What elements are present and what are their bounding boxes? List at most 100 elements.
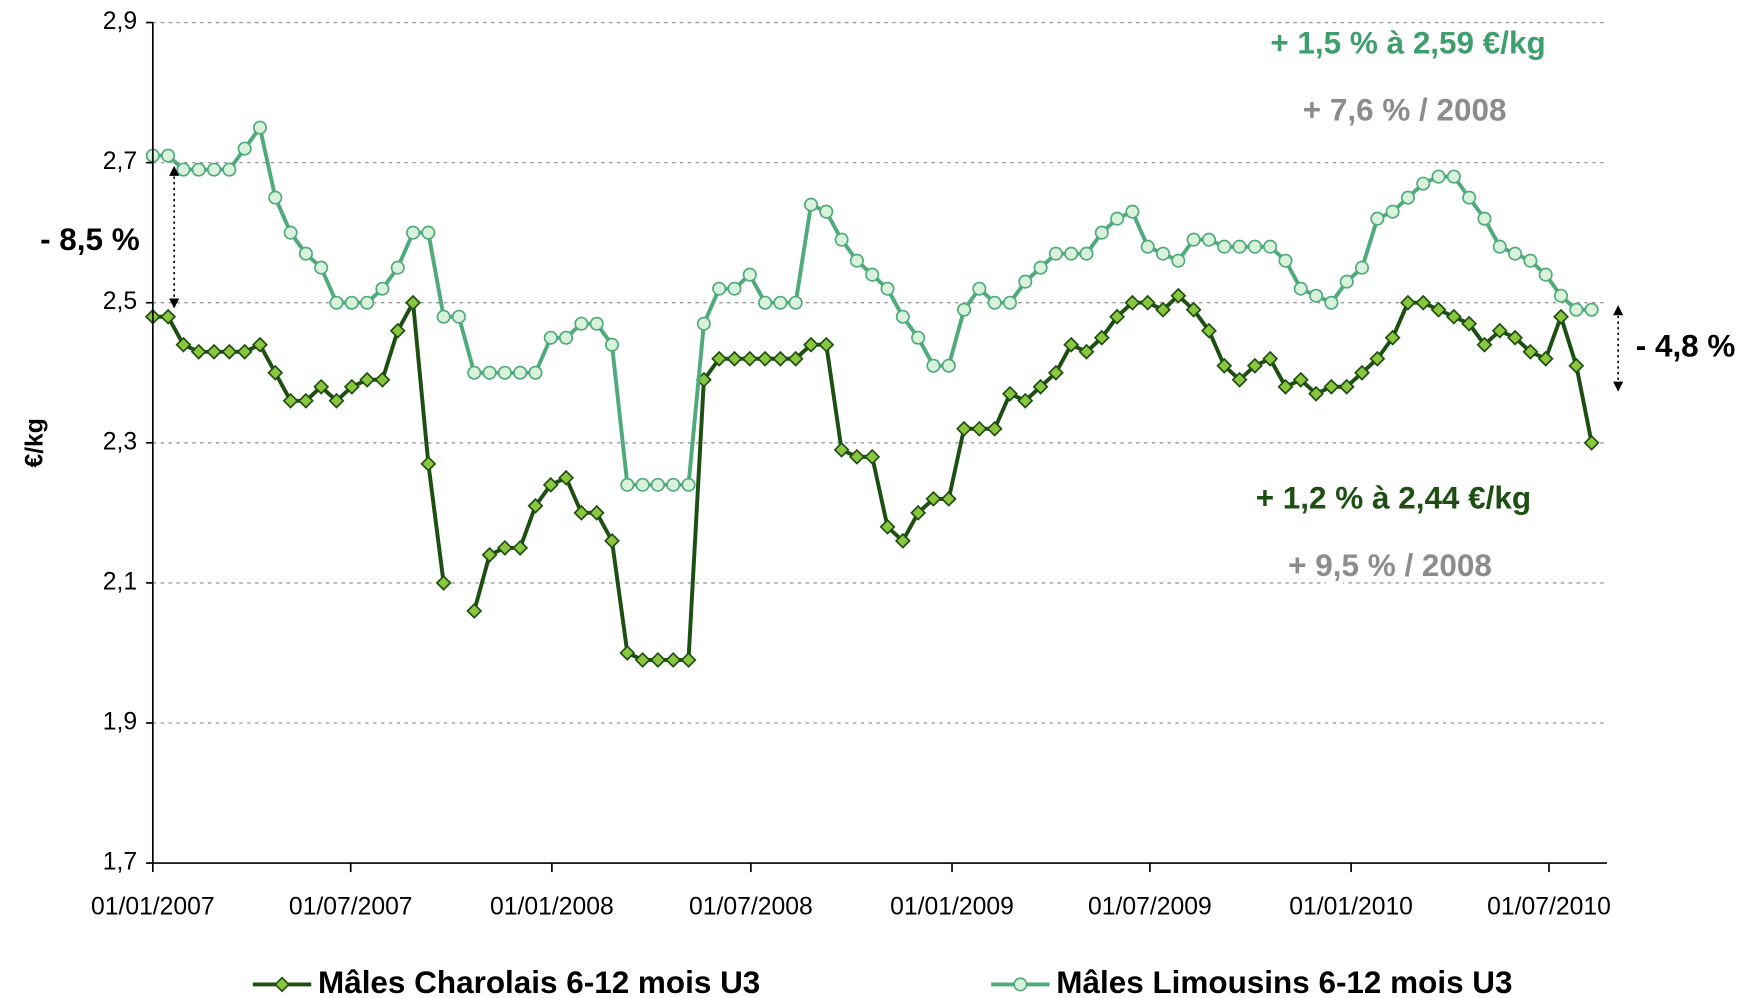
marker (360, 295, 375, 310)
marker (1110, 211, 1125, 226)
marker (1430, 301, 1447, 318)
y-axis-label: €/kg (21, 418, 48, 467)
marker (206, 343, 222, 360)
marker (604, 337, 620, 352)
marker (819, 204, 834, 219)
marker (359, 371, 376, 388)
marker (374, 371, 391, 388)
marker (1171, 253, 1186, 268)
plot-area (144, 120, 1600, 668)
marker (1017, 392, 1034, 409)
marker (742, 267, 757, 282)
x-tick-label: 01/07/2008 (689, 894, 813, 921)
marker (436, 309, 451, 324)
marker (1232, 239, 1247, 254)
marker (1354, 260, 1370, 275)
marker (236, 343, 253, 360)
marker (252, 336, 268, 353)
annotation: - 8,5 % (40, 222, 140, 257)
marker (711, 350, 728, 367)
marker (1569, 302, 1584, 317)
marker (681, 477, 696, 492)
annotation: + 1,5 % à 2,59 €/kg (1270, 25, 1545, 60)
marker (803, 336, 819, 353)
marker (803, 197, 819, 212)
marker (1247, 239, 1262, 254)
marker (1538, 267, 1553, 282)
marker (1324, 295, 1339, 310)
marker (741, 350, 758, 367)
marker (481, 546, 498, 563)
marker (160, 308, 177, 325)
marker (328, 392, 345, 409)
marker (894, 532, 911, 549)
marker (389, 322, 406, 339)
marker (1416, 176, 1431, 191)
marker (329, 295, 344, 310)
marker (1308, 385, 1325, 402)
marker (497, 365, 512, 380)
marker (1523, 253, 1538, 268)
marker (1262, 350, 1279, 367)
marker (712, 281, 727, 296)
marker (910, 504, 927, 521)
marker (406, 225, 421, 240)
marker (1263, 239, 1278, 254)
marker (1217, 239, 1232, 254)
marker (1048, 246, 1063, 261)
marker (987, 295, 1002, 310)
annotation: + 1,2 % à 2,44 €/kg (1256, 480, 1531, 515)
marker (588, 504, 605, 521)
marker (1125, 204, 1140, 219)
marker (1477, 211, 1492, 226)
legend-label: Mâles Limousins 6-12 mois U3 (1056, 965, 1512, 998)
marker (619, 645, 636, 661)
marker (972, 281, 987, 296)
annotation: + 9,5 % / 2008 (1288, 548, 1492, 583)
marker (925, 490, 942, 507)
marker (834, 232, 849, 247)
marker (1078, 343, 1095, 360)
marker (1354, 364, 1370, 381)
marker (267, 364, 284, 381)
marker (1323, 378, 1340, 395)
marker (696, 316, 711, 331)
marker (528, 365, 543, 380)
marker (343, 378, 360, 395)
marker (1385, 204, 1400, 219)
marker (880, 281, 895, 296)
x-tick-label: 01/01/2007 (91, 894, 215, 921)
marker (1584, 302, 1599, 317)
marker (558, 469, 575, 486)
marker (1415, 294, 1432, 311)
marker (957, 302, 972, 317)
marker (1400, 294, 1416, 311)
marker (635, 477, 650, 492)
legend-marker (274, 976, 290, 993)
marker (190, 343, 207, 360)
marker (176, 162, 191, 177)
marker (482, 365, 497, 380)
marker (252, 120, 267, 135)
marker (1079, 246, 1094, 261)
marker (986, 420, 1003, 437)
marker (1431, 169, 1446, 184)
marker (1063, 336, 1080, 353)
marker (865, 267, 880, 282)
marker (941, 358, 956, 373)
marker (451, 309, 466, 324)
marker (1201, 232, 1216, 247)
marker (237, 141, 252, 156)
marker (1338, 378, 1355, 395)
marker (1047, 364, 1064, 381)
y-tick-label: 2,1 (103, 568, 137, 595)
marker (772, 350, 789, 367)
marker (175, 336, 192, 353)
marker (1507, 329, 1524, 346)
marker (1002, 385, 1018, 402)
marker (1339, 274, 1354, 289)
y-tick-label: 1,7 (103, 849, 137, 876)
marker (1309, 288, 1324, 303)
marker (512, 539, 529, 556)
